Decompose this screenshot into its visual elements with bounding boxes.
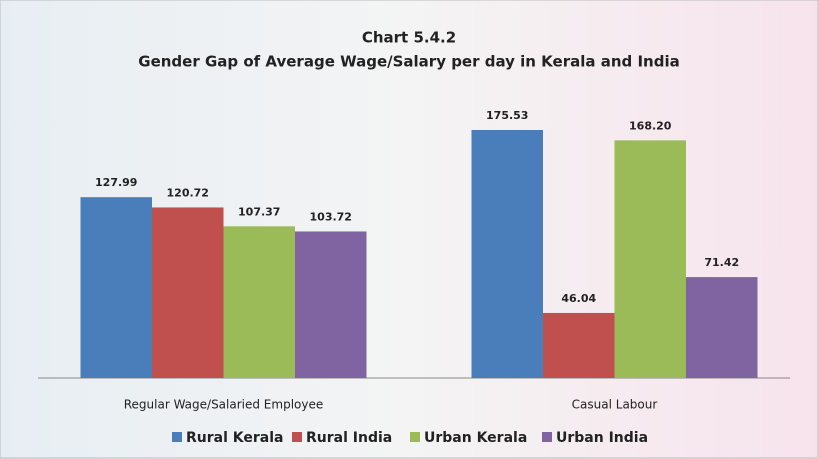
legend-swatch	[410, 432, 420, 442]
value-label: 120.72	[167, 186, 209, 199]
legend-label: Urban India	[556, 430, 648, 446]
bar	[615, 140, 687, 378]
legend-label: Rural Kerala	[186, 430, 283, 446]
x-tick-label: Regular Wage/Salaried Employee	[124, 398, 324, 412]
value-label: 168.20	[629, 119, 672, 132]
value-label: 103.72	[310, 210, 352, 223]
value-label: 71.42	[704, 256, 739, 269]
bar	[152, 207, 224, 378]
legend-label: Rural India	[306, 430, 392, 446]
legend-label: Urban Kerala	[424, 430, 527, 446]
chart: Chart 5.4.2 Gender Gap of Average Wage/S…	[0, 0, 819, 459]
x-tick-label: Casual Labour	[572, 398, 658, 412]
bar	[543, 313, 615, 378]
legend-swatch	[542, 432, 552, 442]
value-label: 127.99	[95, 176, 137, 189]
bar	[81, 197, 153, 378]
bar	[472, 130, 544, 378]
value-label: 46.04	[561, 292, 596, 305]
bar	[686, 277, 758, 378]
bar	[224, 226, 296, 378]
value-label: 107.37	[238, 205, 280, 218]
legend-swatch	[172, 432, 182, 442]
bar	[295, 231, 367, 378]
legend-swatch	[292, 432, 302, 442]
chart-subtitle: Gender Gap of Average Wage/Salary per da…	[138, 53, 679, 71]
chart-title: Chart 5.4.2	[362, 29, 456, 47]
value-label: 175.53	[486, 109, 528, 122]
